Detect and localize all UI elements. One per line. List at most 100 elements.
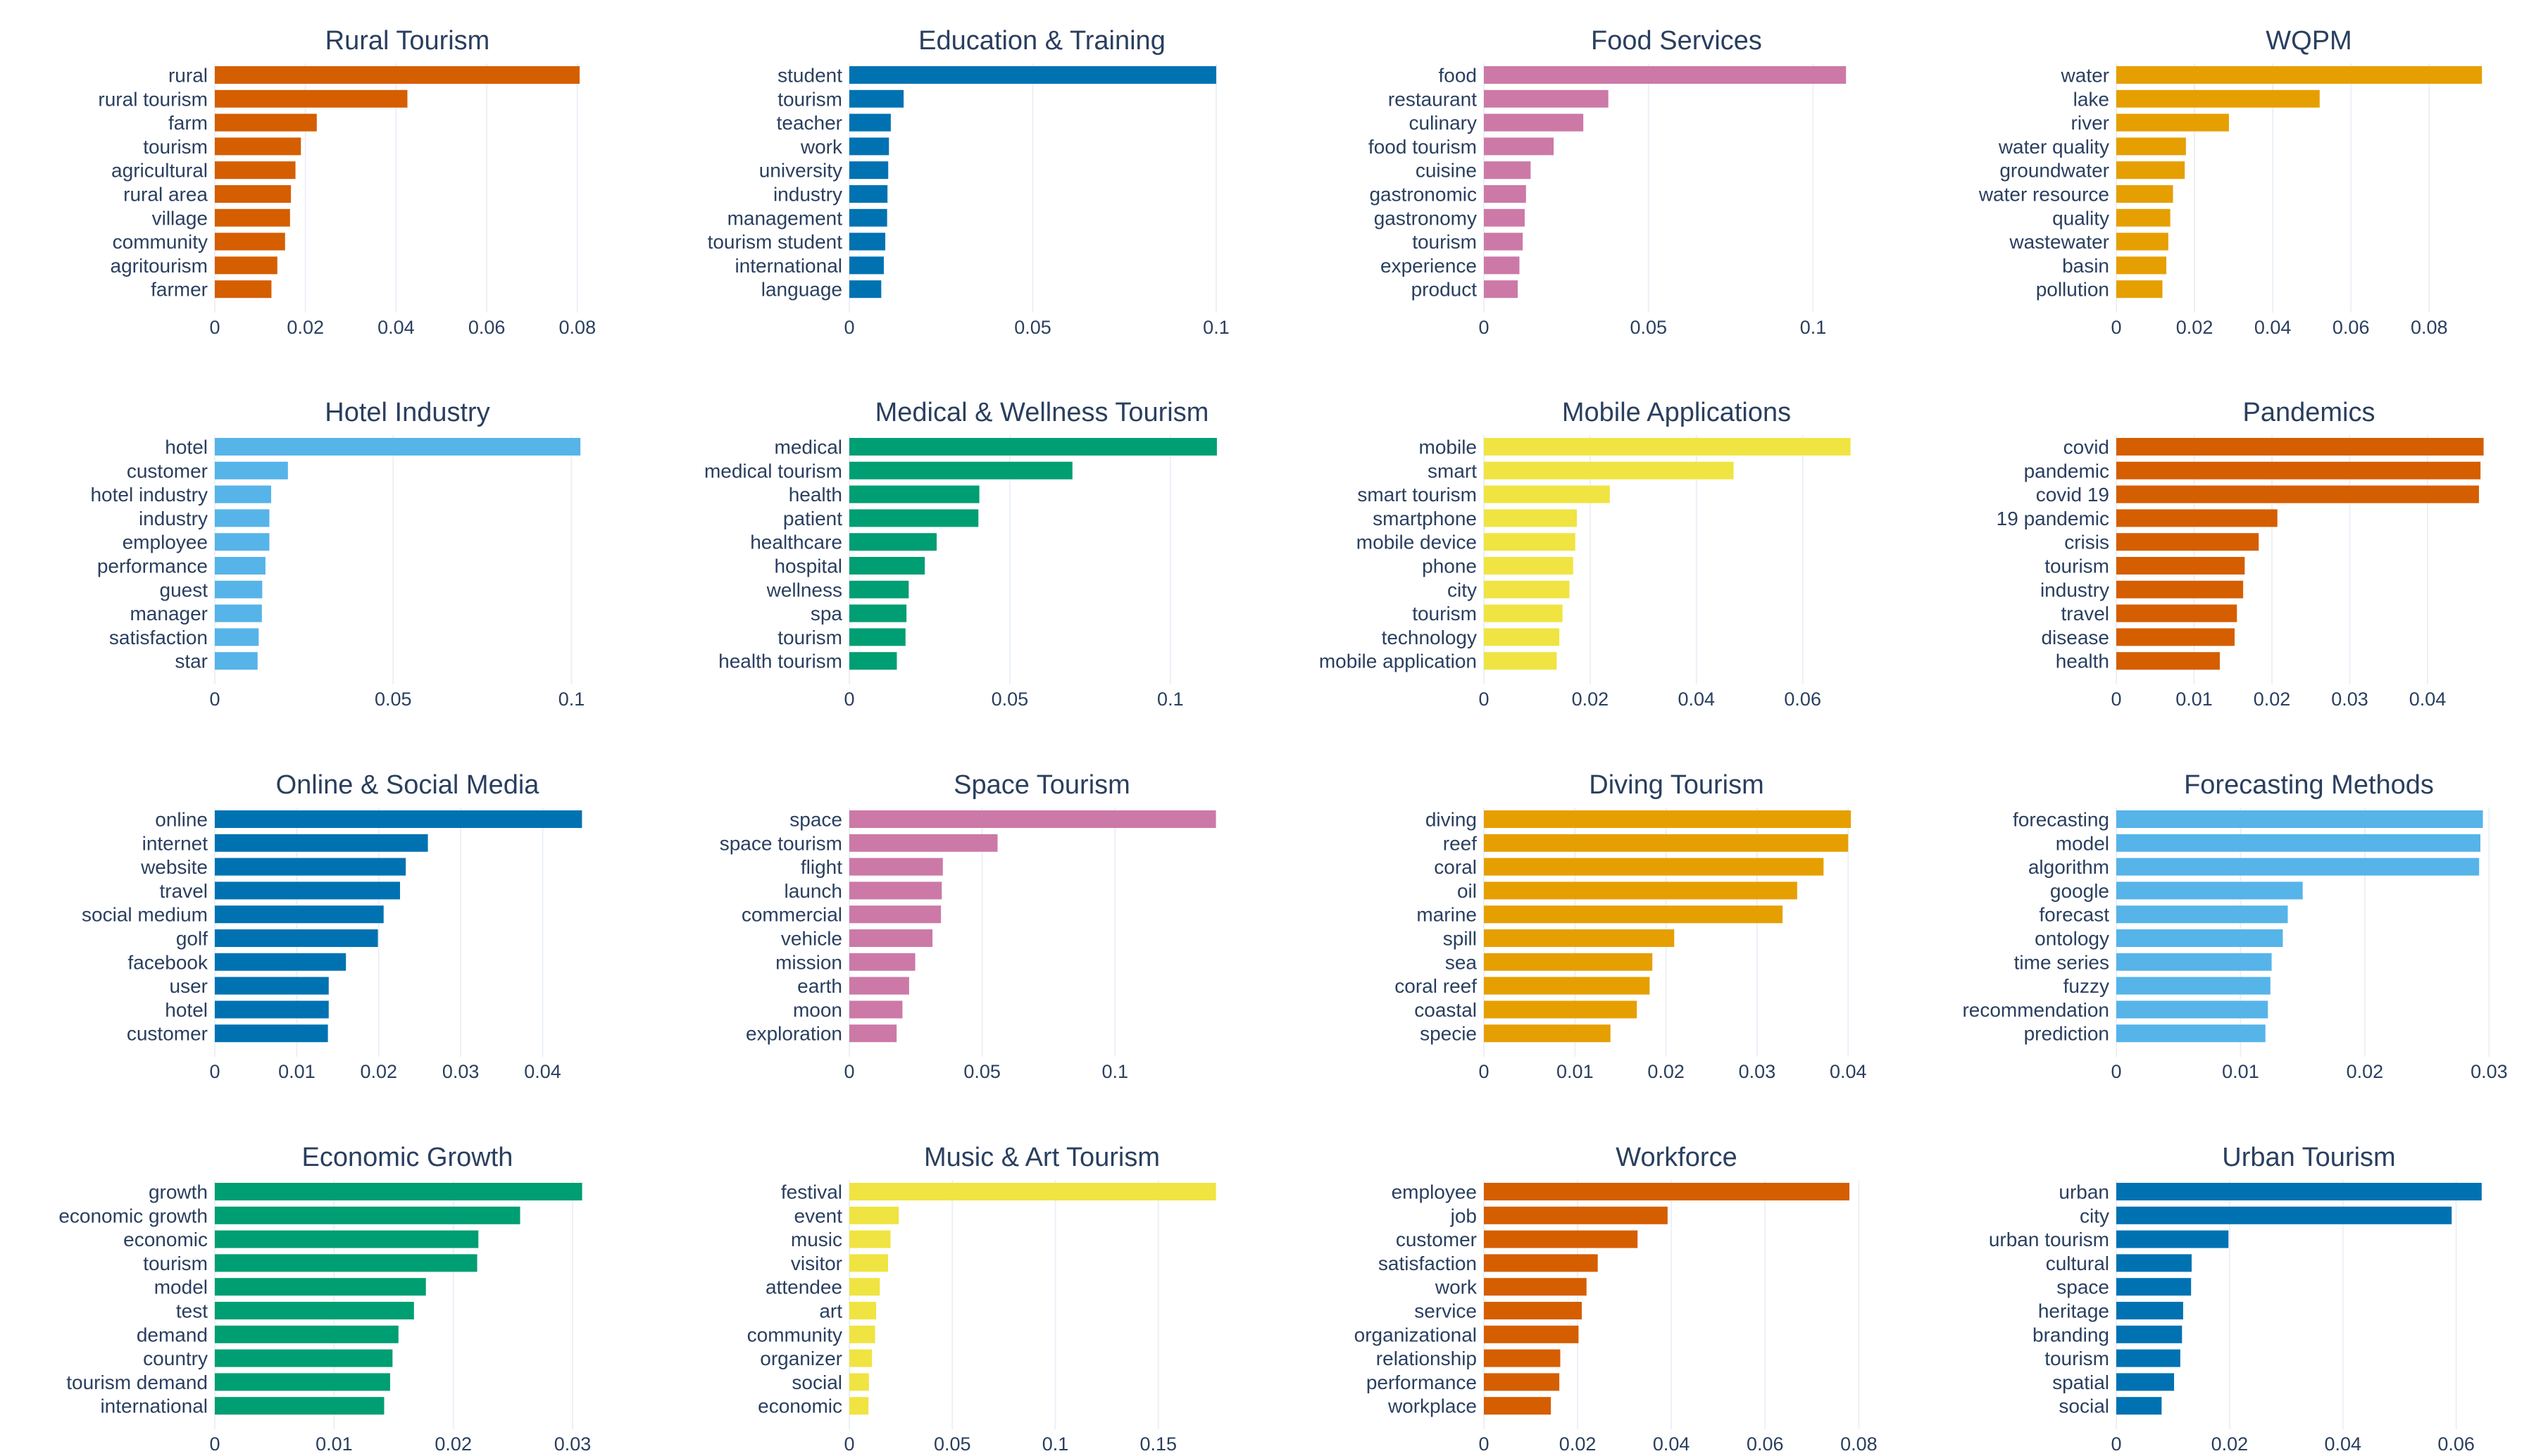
category-label: urban tourism — [1989, 1229, 2109, 1250]
category-label: festival — [781, 1181, 842, 1203]
bar — [1484, 1302, 1582, 1319]
bar — [2116, 533, 2259, 551]
x-tick-label: 0.05 — [992, 689, 1029, 710]
bar — [849, 533, 937, 551]
category-label: social — [792, 1372, 842, 1393]
x-tick-label: 0.02 — [2176, 317, 2213, 338]
bar — [849, 1302, 877, 1319]
bar — [2116, 66, 2483, 84]
bar — [1484, 905, 1783, 924]
category-label: international — [100, 1395, 208, 1417]
category-label: job — [1450, 1205, 1477, 1226]
category-label: healthcare — [750, 532, 842, 553]
category-label: relationship — [1376, 1348, 1477, 1369]
bar — [2116, 858, 2480, 876]
category-label: customer — [127, 1023, 208, 1045]
bar — [2116, 161, 2185, 180]
bar — [1484, 89, 1609, 108]
chart-panel-5: Hotel Industry 0 0.05 0.1 hotelcustomerhotel… — [90, 398, 585, 710]
category-label: music — [791, 1229, 842, 1250]
category-label: coral — [1434, 856, 1477, 878]
bar — [215, 1397, 385, 1415]
bar — [215, 161, 296, 180]
category-label: tourism — [143, 136, 208, 158]
category-label: organizational — [1354, 1324, 1477, 1345]
bar — [215, 232, 285, 251]
bar — [2116, 113, 2229, 132]
bar — [215, 557, 266, 575]
category-label: employee — [1392, 1181, 1477, 1203]
category-label: social — [2059, 1395, 2109, 1417]
category-label: village — [152, 207, 208, 229]
category-label: medical — [775, 437, 842, 458]
bar — [849, 929, 933, 947]
category-label: satisfaction — [109, 627, 208, 648]
bar — [849, 256, 884, 275]
x-tick-label: 0.02 — [2211, 1433, 2249, 1455]
category-label: travel — [2061, 603, 2109, 625]
bar — [849, 485, 980, 503]
bar — [849, 509, 979, 527]
category-label: visitor — [791, 1253, 842, 1274]
category-label: time series — [2014, 951, 2109, 973]
bar — [1484, 953, 1653, 971]
category-label: mobile application — [1319, 651, 1477, 672]
bar — [1484, 232, 1523, 251]
bar — [2116, 628, 2235, 646]
x-tick-label: 0.1 — [1800, 317, 1827, 338]
bar — [215, 1183, 582, 1200]
bar — [2116, 461, 2481, 479]
category-label: food — [1439, 65, 1478, 87]
bar — [215, 461, 288, 479]
x-tick-label: 0 — [209, 317, 220, 338]
category-label: industry — [2040, 579, 2109, 601]
category-label: gastronomy — [1374, 207, 1477, 229]
bar — [215, 185, 292, 203]
x-tick-label: 0.04 — [377, 317, 415, 338]
chart-panel-12: Forecasting Methods 0 0.01 0.02 0.03 forecast… — [1962, 770, 2507, 1082]
bar — [1484, 580, 1570, 598]
category-label: rural area — [123, 184, 208, 206]
category-label: restaurant — [1388, 88, 1477, 110]
bar — [215, 509, 270, 527]
bar — [2116, 280, 2163, 299]
category-label: forecast — [2039, 904, 2109, 926]
category-label: workplace — [1387, 1395, 1477, 1417]
bar — [2116, 810, 2483, 828]
x-tick-label: 0 — [844, 1061, 854, 1082]
bar — [215, 1230, 479, 1248]
x-tick-label: 0.03 — [442, 1061, 480, 1082]
category-label: hotel industry — [90, 484, 208, 506]
category-label: city — [1447, 579, 1477, 601]
x-tick-label: 0 — [1478, 317, 1489, 338]
x-tick-label: 0 — [2111, 1061, 2121, 1082]
category-label: cuisine — [1416, 160, 1477, 182]
category-label: manager — [130, 603, 208, 625]
chart-title: Online & Social Media — [276, 770, 540, 800]
category-label: internet — [142, 832, 208, 854]
category-label: tourism — [777, 627, 842, 648]
category-label: demand — [137, 1324, 208, 1345]
category-label: organizer — [760, 1348, 842, 1369]
bar — [2116, 208, 2171, 227]
x-tick-label: 0.05 — [934, 1433, 971, 1455]
category-label: water — [2061, 65, 2109, 87]
bar — [2116, 485, 2479, 503]
category-label: health — [2056, 651, 2109, 672]
category-label: pandemic — [2024, 460, 2109, 482]
x-tick-label: 0.04 — [2409, 689, 2447, 710]
category-label: rural — [168, 65, 208, 87]
chart-title: WQPM — [2266, 26, 2352, 56]
bar — [849, 1183, 1216, 1200]
bar — [1484, 1254, 1598, 1272]
category-label: performance — [1366, 1372, 1477, 1393]
bar — [2116, 256, 2167, 275]
bar — [2116, 185, 2173, 203]
bar — [1484, 485, 1610, 503]
category-label: algorithm — [2028, 856, 2109, 878]
category-label: recommendation — [1962, 999, 2109, 1021]
category-label: customer — [1396, 1229, 1477, 1250]
bar — [849, 1349, 873, 1367]
